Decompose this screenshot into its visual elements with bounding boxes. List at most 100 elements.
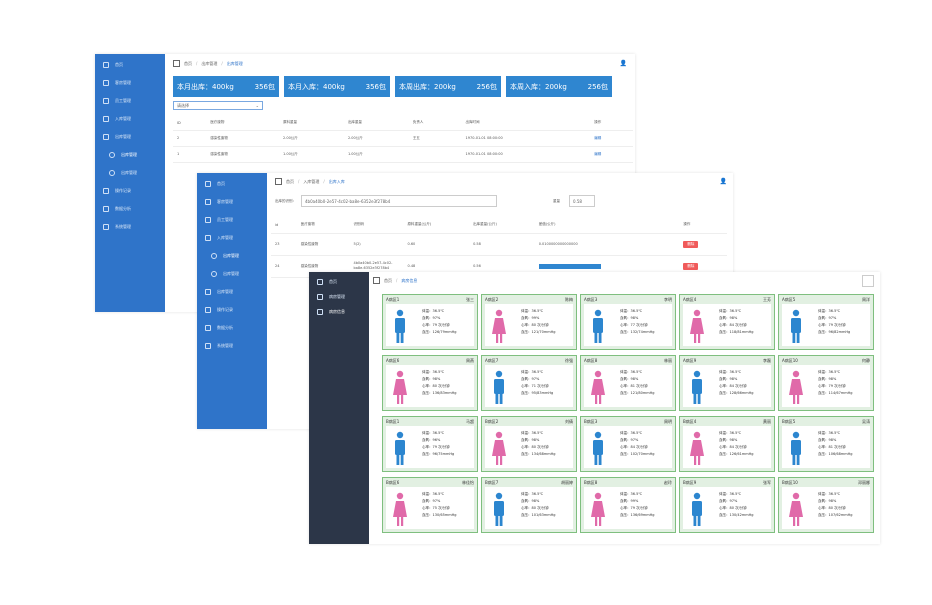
sidebar-item-system[interactable]: 系统管理 — [95, 218, 165, 236]
patient-card[interactable]: B病区3 周明 体温：36.5℃ 血氧：97% 心率：84 次/分钟 血压：10… — [580, 416, 676, 472]
sidebar-item-inbound[interactable]: 入库管理 — [95, 110, 165, 128]
waste-type-select[interactable]: 请选择 ⌄ — [173, 101, 263, 110]
sidebar-item-staff[interactable]: 员工管理 — [197, 211, 267, 229]
patient-card[interactable]: A病区7 徐强 体温：36.5℃ 血氧：97% 心率：71 次/分钟 血压：95… — [481, 355, 577, 411]
sidebar-item-outbound[interactable]: 出库管理 — [95, 128, 165, 146]
patient-card[interactable]: B病区9 张军 体温：36.5℃ 血氧：97% 心率：80 次/分钟 血压：13… — [679, 477, 775, 533]
patient-name: 王芳 — [763, 297, 771, 302]
breadcrumb-home[interactable]: 首页 — [384, 277, 392, 283]
blood-pressure: 血压：136/83mmHg — [422, 391, 457, 395]
patient-card[interactable]: A病区5 周洋 体温：36.5℃ 血氧：97% 心率：79 次/分钟 血压：96… — [778, 294, 874, 350]
menu-icon — [103, 98, 109, 104]
heart-rate: 心率：79 次/分钟 — [422, 323, 450, 327]
sidebar-item-records[interactable]: 操作记录 — [95, 182, 165, 200]
patient-card-header: B病区1 马超 — [386, 419, 474, 425]
sidebar-item-analysis[interactable]: 数据分析 — [95, 200, 165, 218]
patient-card-header: A病区2 陈梅 — [485, 297, 573, 303]
sidebar-subitem-active[interactable]: 出库管理 — [197, 247, 267, 265]
user-icon[interactable]: 👤 — [719, 178, 727, 185]
ward-label: B病区7 — [485, 480, 499, 485]
sidebar-item-records[interactable]: 操作记录 — [197, 301, 267, 319]
sidebar-subitem-outbound-active[interactable]: 出库管理 — [95, 146, 165, 164]
difference-input[interactable] — [538, 263, 601, 269]
patient-card-header: A病区8 林丽 — [584, 358, 672, 364]
patient-card[interactable]: B病区5 吴涛 体温：36.5℃ 血氧：98% 心率：81 次/分钟 血压：10… — [778, 416, 874, 472]
patient-name: 徐强 — [565, 358, 573, 363]
sidebar-item-staff[interactable]: 员工管理 — [95, 92, 165, 110]
ward-label: B病区9 — [683, 480, 697, 485]
patient-card[interactable]: A病区4 王芳 体温：36.5℃ 血氧：98% 心率：84 次/分钟 血压：11… — [679, 294, 775, 350]
sidebar-item-rooms[interactable]: 客房管理 — [95, 74, 165, 92]
sidebar-item-system[interactable]: 系统管理 — [197, 337, 267, 355]
patient-card[interactable]: B病区10 邓丽娜 体温：36.5℃ 血氧：98% 心率：80 次/分钟 血压：… — [778, 477, 874, 533]
patient-card-header: A病区5 周洋 — [782, 297, 870, 303]
sidebar-subitem[interactable]: 出库管理 — [197, 265, 267, 283]
menu-toggle-icon[interactable] — [373, 277, 380, 284]
edit-link[interactable]: 编辑 — [590, 146, 633, 163]
sidebar-item-home[interactable]: 首页 — [197, 175, 267, 193]
patient-name: 马超 — [466, 419, 474, 424]
patient-card[interactable]: B病区4 黄丽 体温：36.5℃ 血氧：98% 心率：84 次/分钟 血压：12… — [679, 416, 775, 472]
delete-button[interactable]: 删除 — [683, 262, 699, 270]
chevron-down-icon: ⌄ — [255, 103, 259, 108]
inbound-table: id 医疗废物 识别码 原料重量(公斤) 出库重量(公斤) 差值(公斤) 操作 … — [271, 217, 727, 278]
patient-card-body: 体温：36.5℃ 血氧：98% 心率：80 次/分钟 血压：107/62mmHg — [782, 487, 870, 529]
breadcrumb-parent[interactable]: 入库管理 — [303, 178, 320, 184]
patient-card[interactable]: A病区3 李明 体温：36.5℃ 血氧：98% 心率：77 次/分钟 血压：13… — [580, 294, 676, 350]
user-avatar-icon[interactable] — [862, 275, 874, 287]
patient-card-header: B病区8 赵玲 — [584, 480, 672, 486]
heart-rate: 心率：80 次/分钟 — [521, 323, 549, 327]
patient-card[interactable]: A病区9 李磊 体温：36.5℃ 血氧：98% 心率：84 次/分钟 血压：12… — [679, 355, 775, 411]
vitals: 体温：36.5℃ 血氧：97% 心率：79 次/分钟 血压：126/79mmHg — [422, 308, 457, 336]
breadcrumb-parent[interactable]: 出库管理 — [201, 60, 218, 66]
sidebar-item-inbound[interactable]: 入库管理 — [197, 229, 267, 247]
sidebar-item-rooms[interactable]: 客房管理 — [197, 193, 267, 211]
blood-pressure: 血压：95/83mmHg — [521, 391, 554, 395]
user-icon[interactable]: 👤 — [619, 60, 627, 67]
menu-icon — [317, 293, 323, 300]
menu-icon — [205, 217, 211, 223]
sidebar-item-ward-management[interactable]: 病房管理 — [309, 289, 369, 304]
patient-card[interactable]: B病区7 胡丽婷 体温：36.5℃ 血氧：98% 心率：80 次/分钟 血压：1… — [481, 477, 577, 533]
sidebar: 首页 病房管理 病房信息 — [309, 272, 369, 544]
breadcrumb-current: 出库管理 — [226, 60, 243, 66]
patient-card-header: B病区4 黄丽 — [683, 419, 771, 425]
weight-input[interactable]: 0.58 — [569, 195, 595, 207]
sidebar-item-ward-info[interactable]: 病房信息 — [309, 304, 369, 319]
patient-card[interactable]: A病区8 林丽 体温：36.5℃ 血氧：98% 心率：81 次/分钟 血压：12… — [580, 355, 676, 411]
patient-card[interactable]: A病区1 张三 体温：36.5℃ 血氧：97% 心率：79 次/分钟 血压：12… — [382, 294, 478, 350]
patient-card[interactable]: A病区6 周燕 体温：36.5℃ 血氧：98% 心率：80 次/分钟 血压：13… — [382, 355, 478, 411]
sidebar-nav: 首页 客房管理 员工管理 入库管理 出库管理 出库管理 出库管理 操作记录 数据… — [197, 173, 267, 355]
breadcrumb-home[interactable]: 首页 — [184, 60, 192, 66]
blood-oxygen: 血氧：97% — [818, 316, 837, 320]
blood-pressure: 血压：106/68mmHg — [818, 452, 853, 456]
sidebar-item-home[interactable]: 首页 — [95, 56, 165, 74]
identifier-input[interactable]: 4b0a40b0-2e57-4c02-ba8e-6352e3f278b4 — [301, 195, 497, 207]
stat-card-month-out: 本月出库：400kg 356包 — [173, 76, 279, 97]
edit-link[interactable]: 编辑 — [590, 130, 633, 147]
patient-card-body: 体温：36.5℃ 血氧：98% 心率：84 次/分钟 血压：128/66mmHg — [683, 365, 771, 407]
sidebar-item-analysis[interactable]: 数据分析 — [197, 319, 267, 337]
sidebar-item-outbound[interactable]: 出库管理 — [197, 283, 267, 301]
menu-toggle-icon[interactable] — [173, 60, 180, 67]
patient-card-body: 体温：36.5℃ 血氧：98% 心率：80 次/分钟 血压：134/68mmHg — [485, 426, 573, 468]
temperature: 体温：36.5℃ — [422, 309, 445, 313]
female-patient-icon — [789, 370, 803, 404]
patient-card[interactable]: B病区8 赵玲 体温：36.5℃ 血氧：99% 心率：79 次/分钟 血压：13… — [580, 477, 676, 533]
patient-card[interactable]: B病区6 林佳怡 体温：36.5℃ 血氧：97% 心率：75 次/分钟 血压：1… — [382, 477, 478, 533]
patient-card[interactable]: B病区1 马超 体温：36.5℃ 血氧：96% 心率：79 次/分钟 血压：96… — [382, 416, 478, 472]
delete-button[interactable]: 删除 — [683, 240, 699, 248]
ward-label: A病区4 — [683, 297, 697, 302]
heart-rate: 心率：79 次/分钟 — [620, 506, 648, 510]
patient-card-header: A病区6 周燕 — [386, 358, 474, 364]
sidebar-subitem-outbound[interactable]: 出库管理 — [95, 164, 165, 182]
patient-card-body: 体温：36.5℃ 血氧：98% 心率：81 次/分钟 血压：121/80mmHg — [584, 365, 672, 407]
breadcrumb-home[interactable]: 首页 — [286, 178, 294, 184]
blood-pressure: 血压：126/61mmHg — [719, 452, 754, 456]
sidebar-item-home[interactable]: 首页 — [309, 274, 369, 289]
patient-card[interactable]: A病区10 何静 体温：36.5℃ 血氧：98% 心率：79 次/分钟 血压：1… — [778, 355, 874, 411]
menu-icon — [103, 134, 109, 140]
menu-toggle-icon[interactable] — [275, 178, 282, 185]
patient-card[interactable]: A病区2 陈梅 体温：36.5℃ 血氧：99% 心率：80 次/分钟 血压：12… — [481, 294, 577, 350]
patient-card[interactable]: B病区2 刘倩 体温：36.5℃ 血氧：98% 心率：80 次/分钟 血压：13… — [481, 416, 577, 472]
